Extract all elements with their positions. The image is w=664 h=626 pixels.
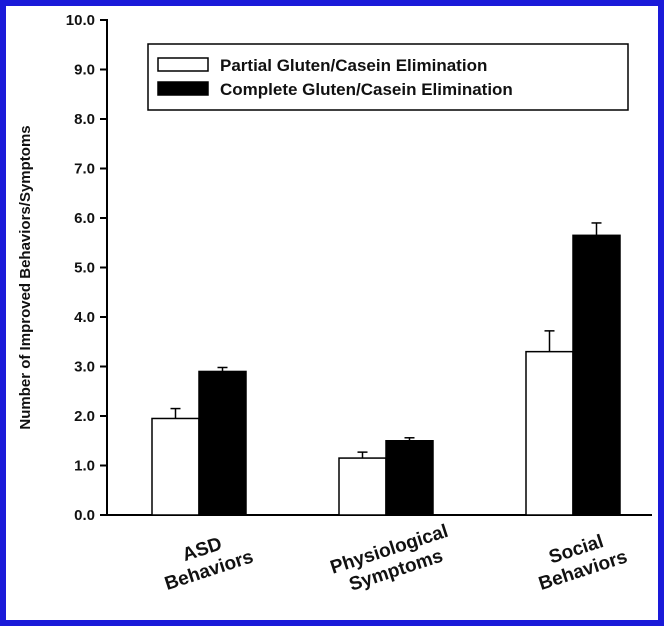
legend-swatch-partial — [157, 57, 209, 72]
y-tick-label: 4.0 — [74, 309, 95, 326]
y-tick-label: 3.0 — [74, 359, 95, 376]
bar-complete — [385, 440, 434, 516]
legend-swatch-complete — [157, 81, 209, 96]
bar-partial — [151, 417, 200, 516]
bar-partial — [525, 350, 574, 516]
legend-box — [147, 43, 629, 111]
bar-partial — [338, 457, 387, 516]
bar-complete — [572, 234, 621, 516]
y-tick-label: 0.0 — [74, 507, 95, 524]
bar-complete — [198, 370, 247, 516]
y-tick-label: 10.0 — [66, 12, 95, 29]
y-tick-label: 2.0 — [74, 408, 95, 425]
y-tick-label: 1.0 — [74, 458, 95, 475]
legend-label-complete: Complete Gluten/Casein Elimination — [220, 80, 513, 99]
y-axis-title: Number of Improved Behaviors/Symptoms — [17, 125, 34, 429]
y-tick-label: 6.0 — [74, 210, 95, 227]
legend-label-partial: Partial Gluten/Casein Elimination — [220, 56, 487, 75]
y-tick-label: 8.0 — [74, 111, 95, 128]
y-tick-label: 5.0 — [74, 260, 95, 277]
y-tick-label: 7.0 — [74, 161, 95, 178]
y-tick-label: 9.0 — [74, 62, 95, 79]
